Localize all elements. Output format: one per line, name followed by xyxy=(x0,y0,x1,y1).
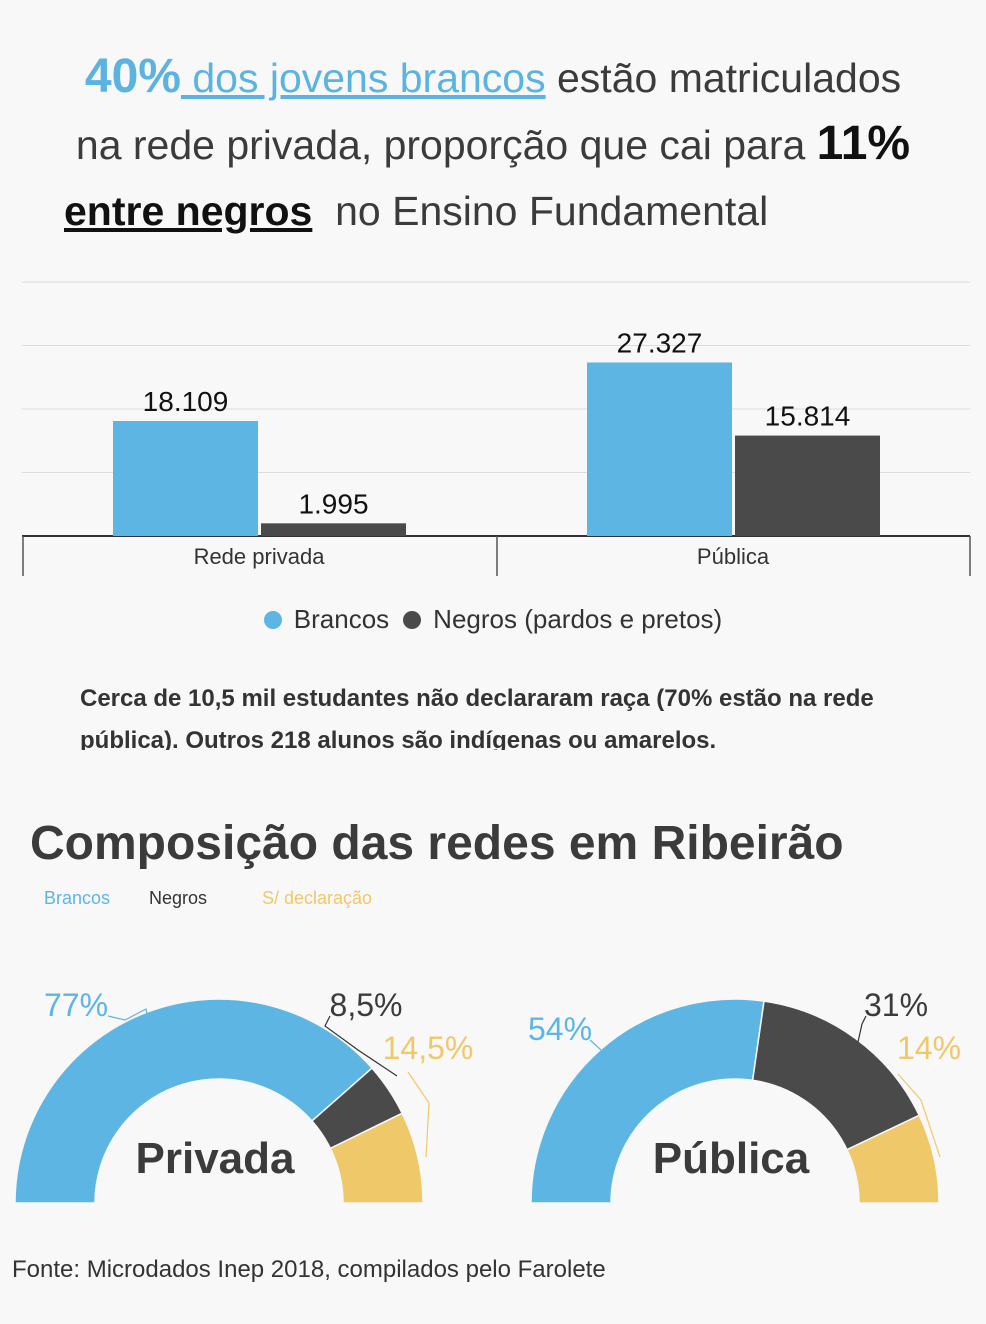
legend-item-negros: Negros (pardos e pretos) xyxy=(403,604,722,635)
composition-legend-sem-declaracao: S/ declaração xyxy=(262,888,373,908)
bar-brancos xyxy=(113,421,258,536)
donut-slice-brancos xyxy=(14,998,374,1204)
donut-label-negros: 31% xyxy=(864,987,928,1023)
headline-line-3: entre negros no Ensino Fundamental xyxy=(0,178,986,244)
headline: 40% dos jovens brancos estão matriculado… xyxy=(0,44,986,244)
headline-11-percent: 11% xyxy=(816,117,911,170)
legend-item-brancos: Brancos xyxy=(263,604,390,635)
donut-leader-line xyxy=(857,1015,867,1043)
note-text: Cerca de 10,5 mil estudantes não declara… xyxy=(80,685,874,750)
bar-negros xyxy=(735,435,880,536)
composition-title: Composição das redes em Ribeirão xyxy=(30,817,844,870)
bar-value-label: 18.109 xyxy=(143,386,229,417)
bar-value-label: 1.995 xyxy=(298,488,368,519)
headline-entre-negros-link[interactable]: entre negros xyxy=(64,188,313,234)
donut-label-negros: 8,5% xyxy=(330,987,403,1023)
bar-brancos xyxy=(587,362,732,536)
donut-label-sem-declaracao: 14% xyxy=(897,1030,961,1066)
legend-swatch-negros xyxy=(403,610,422,629)
donut-leader-line xyxy=(589,1039,602,1051)
donut-leader-line xyxy=(407,1071,430,1158)
legend-label-brancos: Brancos xyxy=(293,604,390,634)
donut-leader-line xyxy=(897,1073,941,1158)
donut-leader-line xyxy=(107,1008,148,1021)
composition-donuts: 77% 8,5% 14,5% Privada 54% 31% 14% Pública xyxy=(14,987,961,1204)
bar-value-label: 27.327 xyxy=(617,327,703,358)
composition-legend-negros: Negros xyxy=(149,888,208,908)
x-tick-label: Pública xyxy=(697,544,770,569)
donut-label-brancos: 54% xyxy=(528,1011,592,1047)
donut-center-label: Pública xyxy=(653,1134,810,1183)
headline-line-1: 40% dos jovens brancos estão matriculado… xyxy=(0,44,986,111)
donut-center-label: Privada xyxy=(136,1134,296,1183)
headline-text-3: no Ensino Fundamental xyxy=(312,188,769,234)
donut-slice-brancos xyxy=(530,998,765,1204)
bar-value-label: 15.814 xyxy=(765,401,851,432)
donut-leader-line xyxy=(324,1015,398,1077)
donut-label-brancos: 77% xyxy=(44,987,108,1023)
source-note: Fonte: Microdados Inep 2018, compilados … xyxy=(12,1256,606,1283)
donut-label-sem-declaracao: 14,5% xyxy=(383,1030,474,1066)
headline-jovens-brancos-link[interactable]: dos jovens brancos xyxy=(180,55,546,101)
legend-swatch-brancos xyxy=(263,610,282,629)
headline-text-1: estão matriculados xyxy=(545,55,902,101)
bar-chart: 18.109 1.995 Rede privada 27.327 15.814 Públi… xyxy=(22,281,971,576)
legend-label-negros: Negros (pardos e pretos) xyxy=(433,604,723,634)
headline-text-2: na rede privada, proporção que cai para xyxy=(75,122,817,168)
headline-40-percent: 40% xyxy=(84,50,181,103)
composition-legend-brancos: Brancos xyxy=(44,888,111,908)
headline-line-2: na rede privada, proporção que cai para … xyxy=(0,111,986,178)
donut-slice-sem-declaracao xyxy=(845,1114,940,1204)
bar-negros xyxy=(261,523,406,536)
x-tick-label: Rede privada xyxy=(194,544,326,569)
bar-chart-legend: Brancos Negros (pardos e pretos) xyxy=(0,604,986,635)
donut-slice-sem-declaracao xyxy=(329,1112,424,1204)
